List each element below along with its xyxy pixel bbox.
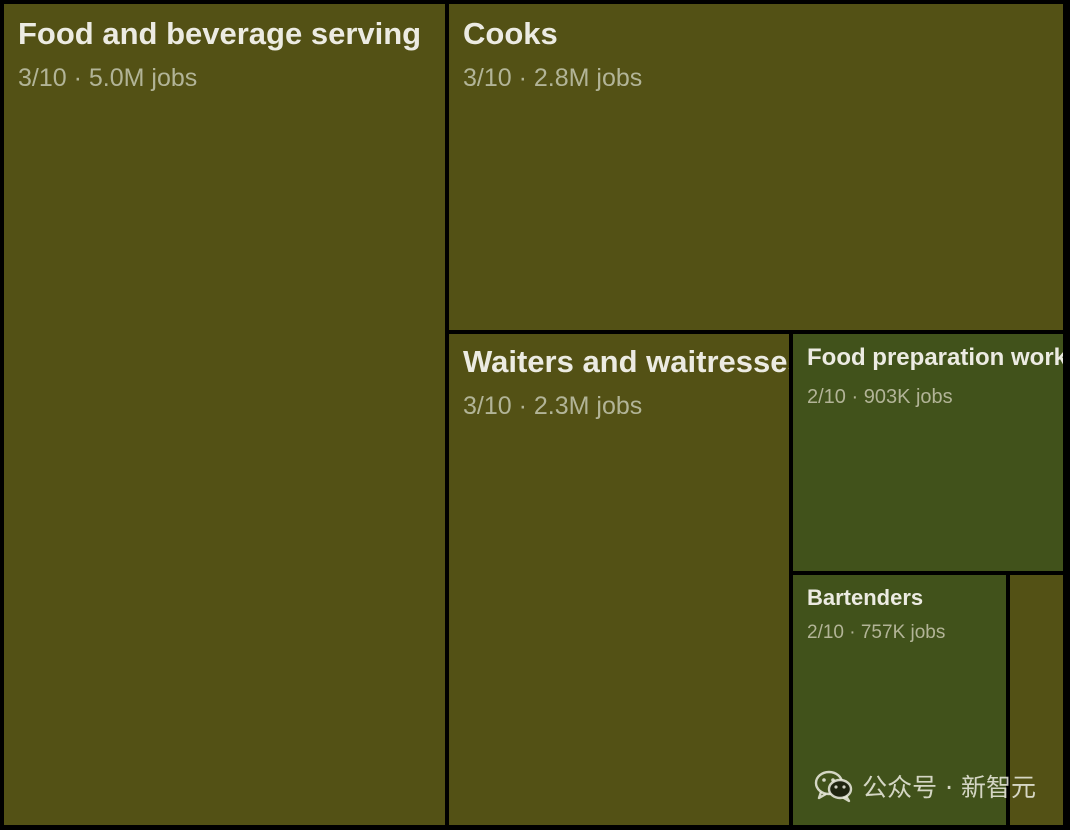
treemap-cell-value: 2/10 · 757K jobs (807, 622, 946, 643)
treemap-cell[interactable]: Bartenders 2/10 · 757K jobs (793, 575, 1006, 825)
treemap-cell[interactable]: Waiters and waitresses 3/10 · 2.3M jobs (449, 334, 789, 825)
wechat-icon (814, 770, 853, 803)
treemap-cell-value: 3/10 · 5.0M jobs (18, 64, 198, 92)
treemap-cell-value: 3/10 · 2.8M jobs (463, 64, 643, 92)
treemap-cell-label: Waiters and waitresses (463, 344, 789, 379)
treemap-cell[interactable]: Food and beverage serving 3/10 · 5.0M job… (4, 4, 445, 825)
treemap-cell-value: 3/10 · 2.3M jobs (463, 392, 643, 420)
treemap-cell[interactable]: Cooks 3/10 · 2.8M jobs (449, 4, 1063, 330)
treemap-cell-label: Food preparation workers (807, 344, 1063, 371)
treemap-cell[interactable] (1010, 575, 1063, 825)
treemap-cell-label: Food and beverage serving (18, 16, 422, 51)
watermark: 公众号 · 新智元 (814, 768, 1036, 804)
treemap-cell-value: 2/10 · 903K jobs (807, 386, 953, 408)
treemap-cell-label: Cooks (463, 16, 558, 51)
watermark-text: 公众号 · 新智元 (862, 773, 1036, 802)
treemap-cell[interactable]: Food preparation workers 2/10 · 903K jobs (793, 334, 1063, 571)
treemap-cell-label: Bartenders (807, 585, 924, 610)
